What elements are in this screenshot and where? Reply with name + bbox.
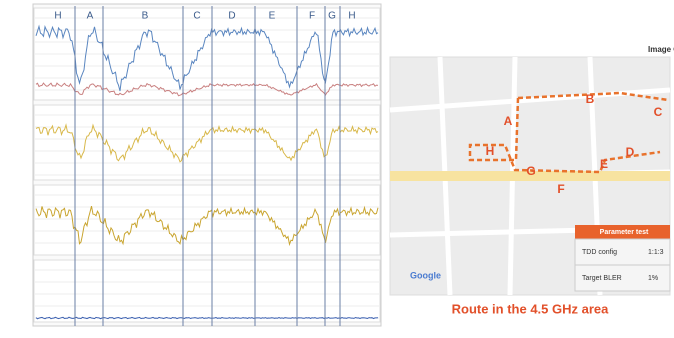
table-header: Parameter test [600, 229, 649, 236]
panel [34, 260, 380, 322]
figure: H A B C D E F G H Image © Google A B C D E F G H Parame… [0, 0, 674, 333]
segment-label: C [193, 11, 200, 22]
route-label: D [626, 145, 635, 159]
table-cell: TDD config [582, 249, 617, 256]
segment-label: H [348, 11, 355, 22]
segment-label: A [87, 11, 94, 22]
segment-label: E [269, 11, 276, 22]
panel [34, 105, 380, 180]
route-label: C [654, 105, 663, 119]
route-label: E [600, 157, 608, 171]
route-label: B [586, 92, 595, 106]
panels [34, 8, 380, 322]
route-label: A [504, 114, 513, 128]
table-cell: 1% [648, 275, 658, 282]
caption: Route in the 4.5 GHz area [452, 301, 610, 316]
map-attribution: Image © [648, 45, 674, 54]
route-label: G [526, 164, 535, 178]
segment-label: B [142, 11, 149, 22]
table-cell: Target BLER [582, 275, 622, 282]
route-label: F [557, 182, 564, 196]
segment-label: G [328, 11, 336, 22]
map-logo: Google [410, 270, 441, 280]
route-label: H [486, 144, 495, 158]
segment-label: H [54, 11, 61, 22]
segment-label: D [228, 11, 235, 22]
segment-label: F [309, 11, 315, 22]
table-cell: 1:1:3 [648, 249, 664, 256]
